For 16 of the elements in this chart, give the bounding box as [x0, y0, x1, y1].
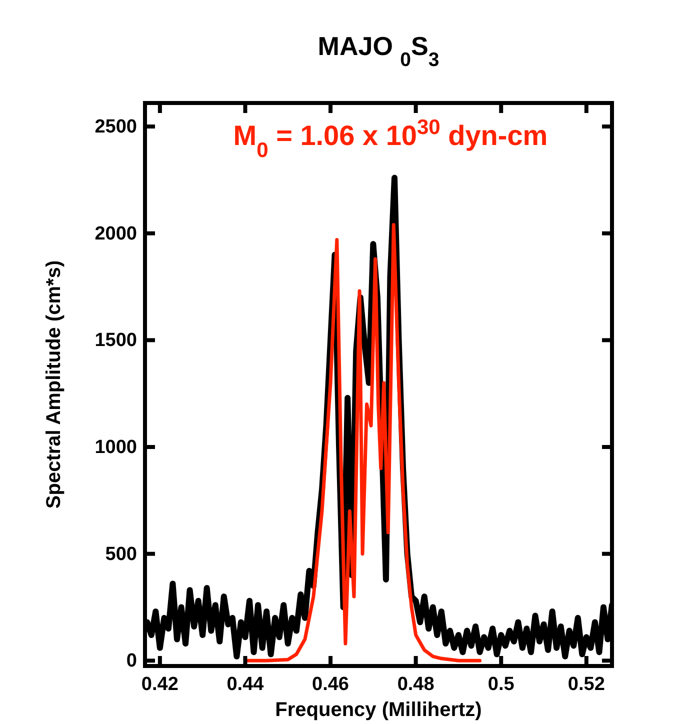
- y-axis-title: Spectral Amplitude (cm*s): [43, 260, 65, 509]
- y-tick-label: 2000: [94, 223, 137, 244]
- x-tick-label: 0.5: [488, 674, 515, 695]
- x-tick-label: 0.44: [226, 674, 264, 695]
- y-tick-label: 0: [126, 650, 137, 672]
- y-tick-label: 2500: [94, 116, 137, 138]
- y-tick-label: 500: [105, 544, 137, 565]
- x-tick-label: 0.46: [312, 674, 350, 695]
- x-tick-label: 0.48: [397, 674, 434, 695]
- y-tick-label: 1500: [94, 330, 137, 352]
- x-tick-label: 0.42: [141, 674, 178, 695]
- annotation: M$_{0}$ = 1.06 x 10$^{30}$ dyn-cm: [233, 116, 548, 162]
- x-tick-label: 0.52: [568, 674, 605, 695]
- x-axis-title: Frequency (Millihertz): [275, 699, 482, 721]
- chart-title: MAJO $_{0}$S$_{3}$: [318, 31, 440, 71]
- y-tick-label: 1000: [94, 436, 137, 458]
